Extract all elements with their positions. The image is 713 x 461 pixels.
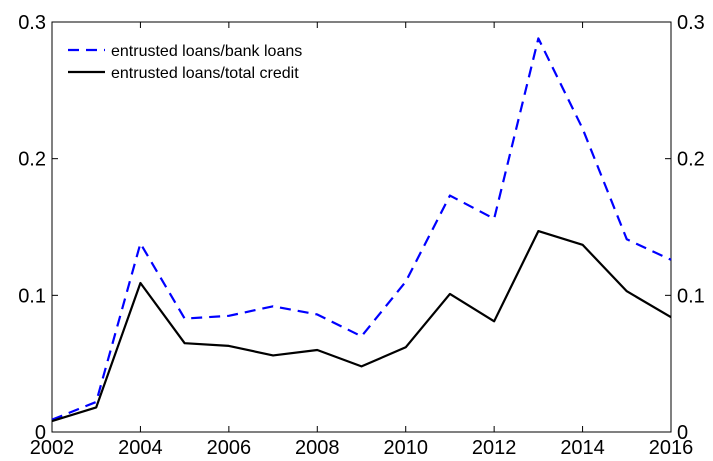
x-tick-label: 2012 [472,437,517,459]
y-tick-label-left: 0.2 [18,149,46,171]
legend-label-0: entrusted loans/bank loans [111,43,302,60]
x-tick-label: 2016 [649,437,694,459]
y-tick-label-right: 0.3 [677,12,705,34]
y-tick-label-right: 0 [677,422,688,444]
series-layer [51,37,672,423]
x-tick-label: 2008 [295,437,340,459]
axes [51,21,672,433]
x-tick-label: 2014 [560,437,605,459]
x-tick-label: 2002 [30,437,75,459]
series-line-0 [51,37,672,421]
x-tick-label: 2004 [118,437,163,459]
y-tick-label-left: 0 [35,422,46,444]
y-tick-label-left: 0.1 [18,285,46,307]
x-tick-label: 2006 [207,437,252,459]
x-tick-label: 2010 [383,437,428,459]
y-tick-label-right: 0.2 [677,149,705,171]
legend-label-1: entrusted loans/total credit [111,65,299,82]
plot-frame [51,21,672,433]
legend: entrusted loans/bank loans entrusted loan… [68,43,302,82]
y-tick-label-right: 0.1 [677,285,705,307]
y-tick-label-left: 0.3 [18,12,46,34]
series-line-1 [51,230,672,423]
